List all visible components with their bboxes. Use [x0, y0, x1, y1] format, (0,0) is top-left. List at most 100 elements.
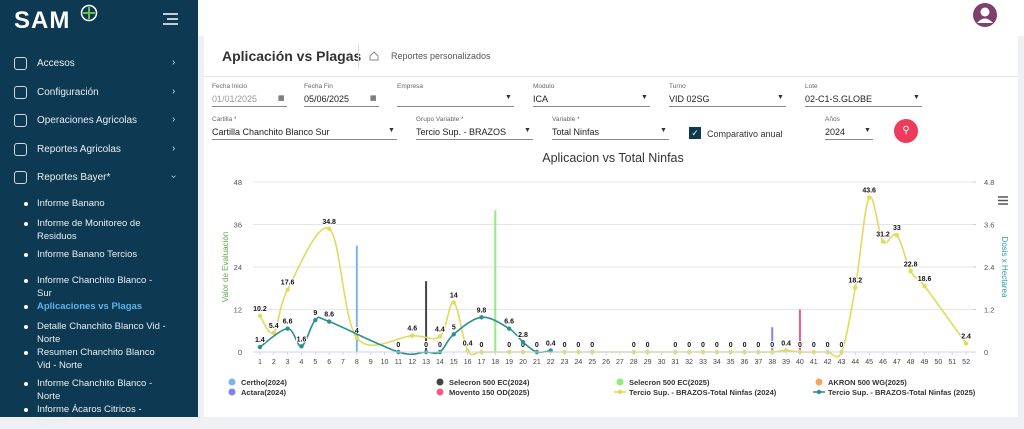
- submenu-item[interactable]: Detalle Chanchito Blanco Vid - Norte: [37, 321, 166, 345]
- field-input[interactable]: Total Ninfas: [552, 126, 669, 140]
- point: [451, 332, 456, 337]
- menu-item[interactable]: Accesos: [37, 58, 75, 69]
- y2-axis-title: Dosis x Hectarea: [1000, 237, 1009, 298]
- x-tick-label: 38: [768, 359, 776, 366]
- x-tick-label: 29: [644, 359, 652, 366]
- point: [437, 334, 443, 339]
- legend-label[interactable]: Selecron 500 EC(2025): [629, 378, 710, 387]
- data-label: 0: [770, 342, 774, 349]
- data-label: 1.6: [297, 336, 307, 343]
- menu-item[interactable]: Operaciones Agricolas: [37, 115, 138, 126]
- x-tick-label: 24: [574, 359, 582, 366]
- field-input[interactable]: [397, 93, 514, 107]
- checkbox-label[interactable]: Comparativo anual: [707, 129, 783, 139]
- data-label: 9: [313, 310, 317, 317]
- calendar-icon: ▦: [370, 95, 377, 102]
- home-icon[interactable]: [368, 50, 380, 62]
- legend-label[interactable]: AKRON 500 WG(2025): [828, 378, 907, 387]
- menu-icon: [14, 85, 27, 99]
- x-tick-label: 5: [313, 359, 317, 366]
- checkbox[interactable]: ✓: [689, 127, 701, 139]
- menu-item[interactable]: Reportes Bayer*: [37, 172, 111, 183]
- menu-arrow: ›: [168, 174, 180, 179]
- submenu-item[interactable]: Informe Ácaros Citricos - Centro: [37, 404, 142, 428]
- legend-label[interactable]: Certho(2024): [241, 378, 287, 387]
- submenu-item[interactable]: Informe de Monitoreo de Residuos: [37, 218, 141, 242]
- field-input[interactable]: Tercio Sup. - BRAZOS: [416, 126, 533, 140]
- data-label: 0: [826, 342, 830, 349]
- x-tick-label: 34: [713, 359, 721, 366]
- y2-tick-label: 4.8: [984, 178, 994, 187]
- menu-arrow: ›: [172, 142, 176, 154]
- legend-label[interactable]: Actara(2024): [241, 388, 287, 397]
- legend-symbol: [815, 378, 823, 386]
- data-label: 4.6: [407, 326, 417, 333]
- menu-item[interactable]: Reportes Agricolas: [37, 143, 121, 155]
- submenu-item[interactable]: Resumen Chanchito Blanco Vid - Norte: [37, 347, 155, 371]
- x-tick-label: 26: [602, 359, 610, 366]
- x-tick-label: 25: [588, 359, 596, 366]
- field-label: Variable *: [552, 116, 580, 123]
- logo-cross: [80, 4, 98, 22]
- submenu-item[interactable]: Informe Chanchito Blanco - Sur: [37, 275, 153, 299]
- field-input[interactable]: 02-C1-S.GLOBE: [805, 93, 922, 107]
- legend-symbol: [228, 378, 236, 386]
- data-label: 0.4: [546, 341, 556, 348]
- y2-tick-label: 1.2: [984, 306, 994, 315]
- breadcrumb[interactable]: Reportes personalizados: [391, 51, 491, 61]
- data-label: 0.4: [781, 341, 791, 348]
- point: [326, 319, 332, 324]
- field-input[interactable]: 05/06/2025: [304, 93, 379, 107]
- field-input[interactable]: 01/01/2025: [212, 93, 287, 107]
- avatar[interactable]: [972, 2, 998, 28]
- submenu-item[interactable]: Informe Banano Tercios: [37, 249, 138, 260]
- x-tick-label: 37: [754, 359, 762, 366]
- bullet: [24, 325, 28, 329]
- logo: SAM: [14, 7, 71, 34]
- legend-label[interactable]: Selecron 500 EC(2024): [449, 378, 530, 387]
- bar: [771, 327, 774, 352]
- legend-label[interactable]: Tercio Sup. - BRAZOS-Total Ninfas (2025): [828, 388, 976, 397]
- menu-toggle[interactable]: [160, 12, 180, 26]
- submenu-item[interactable]: Aplicaciones vs Plagas: [37, 301, 143, 312]
- point: [285, 287, 290, 292]
- sidebar: SAM Accesos › Configuración › Operaciones Ag…: [0, 0, 198, 428]
- field-input[interactable]: 2024: [825, 126, 873, 140]
- page: SAM Accesos › Configuración › Operaciones Ag…: [0, 0, 1024, 417]
- x-tick-label: 11: [395, 359, 402, 366]
- x-tick-label: 16: [464, 359, 472, 366]
- y-tick-label: 12: [234, 306, 242, 315]
- bar: [494, 210, 497, 352]
- field-input[interactable]: VID 02SG: [669, 93, 786, 107]
- data-label: 0: [576, 342, 580, 349]
- export-menu[interactable]: [998, 196, 1008, 205]
- data-label: 4: [355, 328, 359, 335]
- data-label: 0: [756, 342, 760, 349]
- x-tick-label: 8: [355, 359, 359, 366]
- bar: [355, 245, 358, 352]
- x-tick-label: 22: [547, 359, 555, 366]
- x-tick-label: 44: [851, 359, 859, 366]
- search-button[interactable]: ⚲: [894, 119, 918, 143]
- menu-arrow: ›: [172, 85, 176, 97]
- menu-item[interactable]: Configuración: [37, 86, 99, 98]
- legend-label[interactable]: Tercio Sup. - BRAZOS-Total Ninfas (2024): [629, 388, 777, 397]
- submenu-item[interactable]: Informe Banano: [37, 198, 105, 209]
- data-label: 8.6: [324, 312, 334, 319]
- field-input[interactable]: ICA: [533, 93, 650, 107]
- point: [520, 339, 526, 345]
- data-label: 0: [673, 342, 677, 349]
- x-tick-label: 52: [962, 359, 970, 366]
- data-label: 0: [701, 342, 705, 349]
- data-label: 0: [729, 342, 733, 349]
- legend-label[interactable]: Movento 150 OD(2025): [449, 388, 530, 397]
- bullet: [24, 202, 28, 206]
- field-input[interactable]: Cartilla Chanchito Blanco Sur: [212, 126, 397, 140]
- submenu-item[interactable]: Informe Chanchito Blanco - Norte: [37, 378, 153, 402]
- data-label: 0: [687, 342, 691, 349]
- data-label: 33: [893, 225, 901, 232]
- data-label: 0: [632, 342, 636, 349]
- data-label: 0: [798, 342, 802, 349]
- legend-symbol: [617, 389, 623, 395]
- field-label: Cartilla *: [212, 116, 237, 123]
